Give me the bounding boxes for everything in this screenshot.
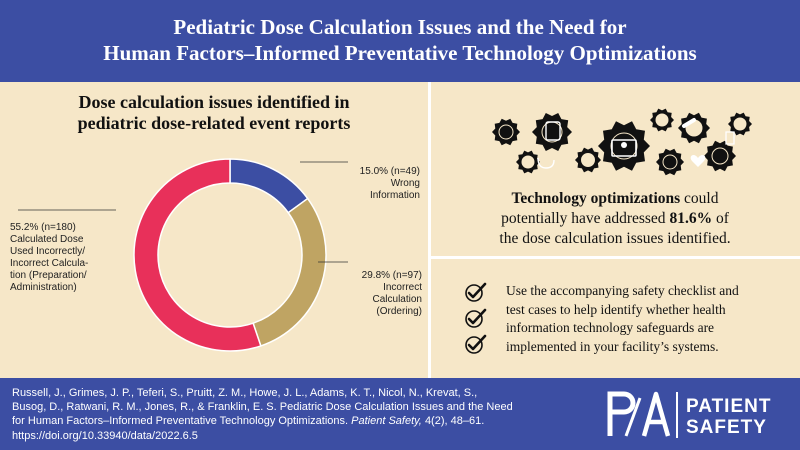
tech-bold: Technology optimizations xyxy=(511,190,681,207)
donut-slice-wrong-information xyxy=(229,158,309,214)
slice-label-incorrect-calculation: 29.8% (n=97) Incorrect Calculation (Orde… xyxy=(330,270,422,318)
donut-slice-incorrect-calculation xyxy=(252,197,327,347)
psa-logo-icon xyxy=(607,391,678,438)
clipboard-icon xyxy=(725,131,735,145)
slice-label-wrong-information: 15.0% (n=49) Wrong Information xyxy=(340,166,420,202)
technology-optimizations-statement: Technology optimizations could potential… xyxy=(440,189,790,249)
checklist-line3: information technology safeguards are xyxy=(506,320,715,336)
logo-word-patient: PATIENT xyxy=(686,396,772,417)
checklist-line4: implemented in your facility’s systems. xyxy=(506,338,719,354)
slice-label-wrong-text2: Information xyxy=(369,190,420,201)
slice-label-calc-text5: Administration) xyxy=(10,282,77,293)
tech-text3: of xyxy=(715,210,729,227)
page-title-line1: Pediatric Dose Calculation Issues and th… xyxy=(173,15,627,39)
donut-chart xyxy=(18,158,348,352)
header: Pediatric Dose Calculation Issues and th… xyxy=(0,0,800,82)
pill-icon xyxy=(682,118,696,128)
chart-title-line1: Dose calculation issues identified in xyxy=(78,92,350,112)
checkmark-icon-3 xyxy=(465,334,487,354)
checkmark-icon-2 xyxy=(465,308,487,328)
gear-hub-4 xyxy=(581,153,595,167)
stethoscope-icon xyxy=(537,157,555,169)
patient-safety-logo-text: PATIENT SAFETY xyxy=(686,396,771,438)
page-title-line2: Human Factors–Informed Preventative Tech… xyxy=(103,41,697,65)
citation-line3a: for Human Factors–Informed Preventative … xyxy=(12,415,349,428)
slice-label-calc-text4: tion (Preparation/ xyxy=(10,270,87,281)
slice-label-calc-text2: Used Incorrectly/ xyxy=(10,246,86,257)
tech-text2: potentially have addressed xyxy=(501,210,666,227)
slice-label-incorrect-text1: Incorrect xyxy=(383,282,422,293)
checklist-text: Use the accompanying safety checklist an… xyxy=(506,282,796,356)
citation-journal: Patient Safety, xyxy=(351,415,422,428)
vertical-divider xyxy=(428,82,431,378)
tech-pct: 81.6% xyxy=(669,210,713,227)
donut-slice-calculated-dose xyxy=(133,158,262,352)
gear-hub-1 xyxy=(498,124,514,140)
chart-title: Dose calculation issues identified in pe… xyxy=(24,92,404,134)
slice-label-incorrect-text3: (Ordering) xyxy=(376,306,422,317)
slice-label-incorrect-pct: 29.8% (n=97) xyxy=(361,270,422,281)
slice-label-wrong-pct: 15.0% (n=49) xyxy=(359,166,420,177)
slice-label-calc-pct: 55.2% (n=180) xyxy=(10,222,76,233)
gear-hub-6 xyxy=(655,113,669,127)
checkmark-icon-1 xyxy=(465,282,487,302)
citation-doi-link[interactable]: https://doi.org/10.33940/data/2022.6.5 xyxy=(12,429,198,442)
tech-text1: could xyxy=(684,190,719,207)
horizontal-divider xyxy=(431,256,800,259)
user-icon xyxy=(621,142,627,148)
citation-line1: Russell, J., Grimes, J. P., Teferi, S., … xyxy=(12,387,478,399)
checklist-line1: Use the accompanying safety checklist an… xyxy=(506,283,739,298)
citation-line3c: 4(2), 48–61. xyxy=(424,415,485,428)
monitor-icon xyxy=(611,139,637,157)
gears-technology-icon xyxy=(492,108,752,176)
gear-hub-7 xyxy=(662,154,678,170)
slice-label-calc-text1: Calculated Dose xyxy=(10,234,84,245)
checkmark-icons xyxy=(465,282,487,354)
logo-word-safety: SAFETY xyxy=(686,417,767,438)
gear-hub-10 xyxy=(733,117,747,131)
content-panel: Dose calculation issues identified in pe… xyxy=(0,82,800,378)
slice-label-incorrect-text2: Calculation xyxy=(372,294,422,305)
gear-hub-2 xyxy=(521,155,535,169)
heart-icon xyxy=(690,154,706,167)
slice-label-wrong-text1: Wrong xyxy=(390,178,420,189)
gear-hub-9 xyxy=(711,147,729,165)
tech-text4: the dose calculation issues identified. xyxy=(499,230,731,247)
checklist-line2: test cases to help identify whether heal… xyxy=(506,301,726,317)
slice-label-calculated-dose: 55.2% (n=180) Calculated Dose Used Incor… xyxy=(10,222,110,294)
slice-label-calc-text3: Incorrect Calcula- xyxy=(10,258,89,269)
citation: Russell, J., Grimes, J. P., Teferi, S., … xyxy=(12,386,552,443)
footer: Russell, J., Grimes, J. P., Teferi, S., … xyxy=(0,378,800,450)
tablet-icon xyxy=(545,121,561,141)
chart-title-line2: pediatric dose-related event reports xyxy=(77,113,351,133)
citation-line2: Busog, D., Ratwani, R. M., Jones, R., & … xyxy=(12,401,513,414)
